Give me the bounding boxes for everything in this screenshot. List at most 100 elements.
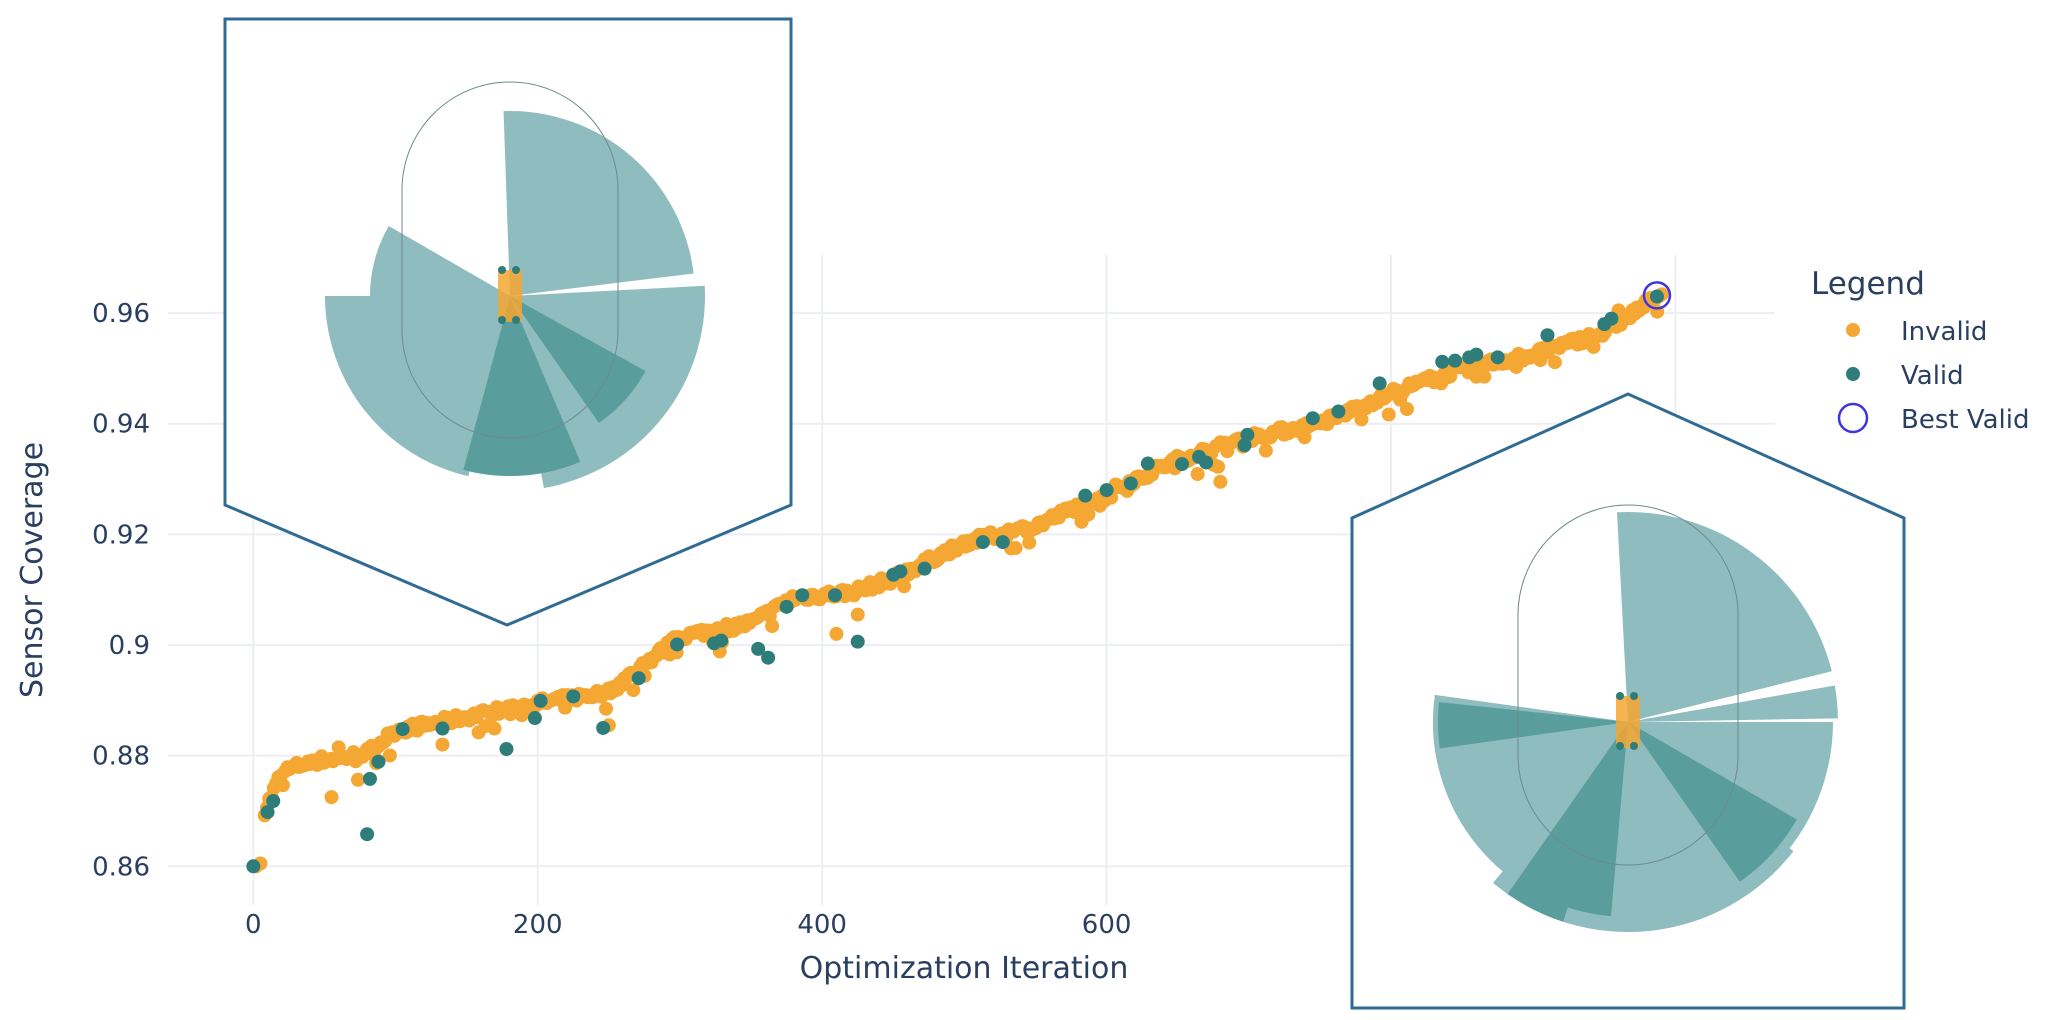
invalid-point (324, 790, 339, 805)
sensor-mount (1616, 692, 1624, 700)
sensor-mount (498, 316, 506, 324)
y-tick-label: 0.92 (92, 520, 150, 550)
y-tick-label: 0.96 (92, 299, 150, 329)
y-axis-label: Sensor Coverage (15, 442, 50, 698)
invalid-point (1213, 474, 1228, 489)
valid-point (260, 805, 275, 820)
sensor-overlap-wedge (1628, 722, 1797, 882)
sensor-layout-inset-right (1350, 392, 1906, 1010)
valid-point (360, 827, 375, 842)
y-tick-label: 0.9 (109, 631, 150, 661)
invalid-point (1258, 443, 1273, 458)
sensor-overlap-wedge (1438, 702, 1628, 749)
valid-point (266, 794, 281, 808)
sensor-overlap-wedge (463, 296, 581, 476)
valid-point (1331, 404, 1346, 419)
track-outline (1517, 504, 1739, 866)
y-tick-label: 0.86 (92, 852, 150, 882)
sensor-mount (1630, 742, 1638, 750)
legend-label-valid: Valid (1901, 361, 1964, 391)
invalid-point (1354, 412, 1369, 427)
invalid-point (1190, 467, 1205, 482)
valid-point (1448, 353, 1463, 368)
valid-point (795, 588, 810, 603)
sensor-overlap-wedge (1554, 722, 1628, 917)
valid-point (751, 641, 766, 656)
sensor-mount (512, 266, 520, 274)
invalid-point (1547, 355, 1562, 370)
valid-point (1372, 376, 1387, 391)
invalid-point (829, 626, 844, 641)
track-outline (401, 81, 619, 439)
invalid-point (1081, 507, 1096, 522)
invalid-point (1533, 353, 1548, 368)
sensor-mount (1630, 692, 1638, 700)
sensor-mount (512, 316, 520, 324)
vehicle-body (1616, 696, 1640, 748)
valid-point (527, 711, 542, 726)
invalid-point (1381, 407, 1396, 422)
best-valid-marker (1642, 281, 1672, 310)
valid-point (1540, 328, 1555, 343)
legend: Legend Invalid Valid Best Valid (1811, 266, 2030, 435)
legend-label-best-valid: Best Valid (1901, 405, 2030, 435)
invalid-point (765, 619, 780, 634)
invalid-point (1211, 459, 1226, 474)
valid-point (1174, 457, 1189, 472)
invalid-point (382, 748, 397, 763)
invalid-point (1399, 402, 1414, 417)
valid-point (371, 754, 386, 769)
invalid-point (1297, 430, 1312, 445)
valid-point (362, 771, 377, 786)
invalid-point (331, 740, 346, 755)
invalid-point (897, 579, 912, 594)
x-tick-label: 400 (797, 910, 847, 940)
invalid-point (435, 737, 450, 752)
legend-marker-valid (1846, 367, 1860, 381)
valid-point (779, 599, 794, 614)
invalid-point (275, 778, 290, 793)
valid-point (395, 722, 410, 737)
valid-point (631, 671, 646, 686)
sensor-fov-wedge (503, 111, 694, 296)
valid-point (1604, 311, 1619, 326)
valid-point (435, 721, 450, 736)
sensor-fov-wedge (370, 226, 510, 321)
sensor-overlap-wedge (1507, 722, 1628, 922)
invalid-point (1008, 540, 1023, 555)
valid-point (1140, 456, 1155, 471)
sensor-mount (498, 266, 506, 274)
legend-marker-invalid (1846, 323, 1860, 337)
valid-point (917, 561, 932, 576)
valid-point (1649, 289, 1664, 304)
invalid-point (350, 772, 365, 787)
valid-point (850, 634, 865, 649)
valid-point (893, 564, 908, 579)
legend-label-invalid: Invalid (1901, 317, 1987, 347)
valid-point (995, 535, 1010, 550)
invalid-point (487, 721, 502, 736)
x-tick-label: 200 (513, 910, 563, 940)
valid-point (566, 689, 581, 704)
valid-point (975, 535, 990, 550)
valid-point (246, 859, 261, 874)
valid-point (714, 633, 729, 648)
valid-point (1237, 438, 1252, 453)
invalid-point (626, 683, 641, 698)
invalid-point (599, 701, 614, 716)
valid-point (1199, 455, 1214, 470)
valid-point (761, 650, 776, 665)
plot-area (246, 281, 1672, 874)
legend-marker-best-valid (1837, 402, 1869, 434)
valid-point (1469, 347, 1484, 362)
valid-point (827, 588, 842, 603)
x-tick-label: 600 (1082, 910, 1132, 940)
y-tick-label: 0.88 (92, 742, 150, 772)
valid-point (1099, 483, 1114, 498)
invalid-point (850, 607, 865, 622)
invalid-point (1426, 375, 1441, 390)
y-tick-label: 0.94 (92, 410, 150, 440)
valid-point (1078, 488, 1093, 503)
valid-point (499, 742, 514, 756)
